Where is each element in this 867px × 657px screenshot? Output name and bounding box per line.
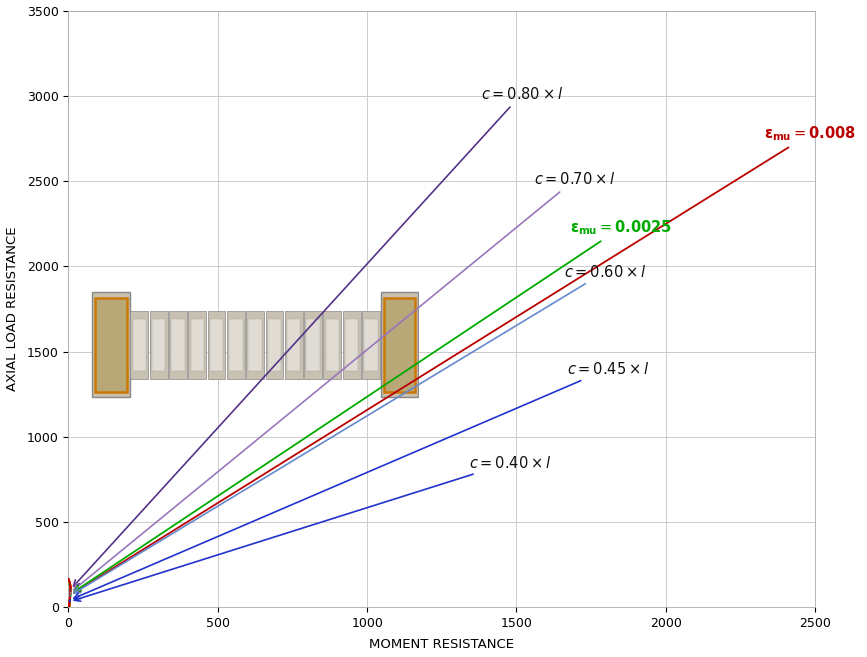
- Y-axis label: AXIAL LOAD RESISTANCE: AXIAL LOAD RESISTANCE: [5, 227, 18, 391]
- Text: $c = 0.80\times l$: $c = 0.80\times l$: [74, 86, 563, 586]
- Text: $c = 0.70\times l$: $c = 0.70\times l$: [74, 171, 616, 589]
- Text: $c = 0.40\times l$: $c = 0.40\times l$: [75, 455, 551, 601]
- Text: $c = 0.45\times l$: $c = 0.45\times l$: [74, 361, 649, 599]
- Text: $c = 0.60\times l$: $c = 0.60\times l$: [74, 263, 647, 593]
- X-axis label: MOMENT RESISTANCE: MOMENT RESISTANCE: [369, 639, 514, 652]
- Text: $\boldsymbol{\varepsilon}_{\mathbf{mu}} = \mathbf{0.008}$: $\boldsymbol{\varepsilon}_{\mathbf{mu}} …: [75, 124, 857, 593]
- Text: $\boldsymbol{\varepsilon}_{\mathbf{mu}} = \mathbf{0.0025}$: $\boldsymbol{\varepsilon}_{\mathbf{mu}} …: [75, 218, 673, 591]
